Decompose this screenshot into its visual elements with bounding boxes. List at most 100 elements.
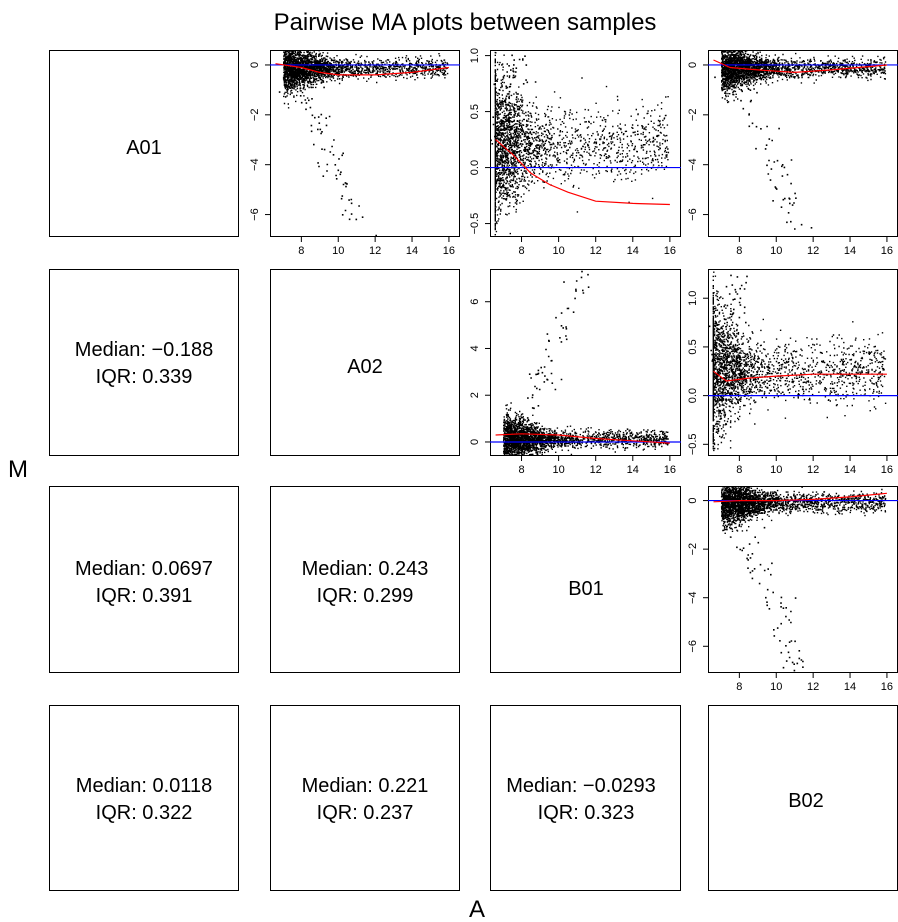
panel-frame-r2c2	[490, 486, 681, 673]
y-tick-label-r0c1-0: 0	[249, 62, 261, 68]
sample-label-b01: B01	[568, 578, 604, 600]
panel-frames	[49, 50, 898, 891]
y-tick-label-r1c3-0: 0.0	[687, 388, 699, 403]
x-tick-label-r1c2-14: 14	[627, 464, 639, 476]
stat-median-r2c1: Median: 0.243	[302, 558, 429, 580]
ma-panel-r2c3: 8 10 12 14 16 0 −2 −4 −6	[687, 486, 898, 693]
y-tick-label-r0c3--6: −6	[687, 208, 699, 221]
loess-curve-r0c2	[495, 139, 670, 206]
ma-panel-r0c2: 8 10 12 14 16 1.0 0.5 0.0 −0.5	[469, 48, 681, 257]
ma-panel-r0c1: 8 10 12 14 16 0 −2 −4 −6	[249, 50, 460, 257]
panel-frame-r3c2	[490, 705, 681, 891]
ma-panel-r1c3: 8 10 12 14 16 1.0 0.5 0.0 −0.5	[687, 271, 898, 476]
ma-points-r1c3	[708, 271, 887, 452]
y-tick-label-r0c2-1: 1.0	[469, 48, 481, 63]
sample-label-a01: A01	[126, 137, 162, 159]
stat-median-r1c0: Median: −0.188	[75, 339, 213, 361]
loess-curve-r2c3	[713, 492, 887, 503]
ma-points-r0c3	[714, 50, 887, 230]
x-tick-label-r0c1-8: 8	[298, 245, 304, 257]
x-tick-label-r2c3-10: 10	[770, 681, 782, 693]
sample-label-a02: A02	[347, 356, 383, 378]
panel-frame-r3c0	[49, 705, 239, 891]
y-tick-label-r0c1--2: −2	[249, 109, 261, 122]
stat-iqr-r2c1: IQR: 0.299	[317, 585, 414, 607]
panel-frame-r2c0	[49, 486, 239, 673]
x-tick-label-r1c3-14: 14	[844, 464, 856, 476]
x-tick-label-r0c2-8: 8	[518, 245, 524, 257]
panel-frame-r0c2	[490, 50, 681, 237]
x-tick-label-r0c3-14: 14	[844, 245, 856, 257]
x-tick-label-r0c2-16: 16	[664, 245, 676, 257]
loess-curve-r0c3	[713, 59, 887, 74]
stat-iqr-r3c2: IQR: 0.323	[538, 802, 635, 824]
y-tick-label-r1c3--0.5: −0.5	[687, 433, 699, 455]
x-tick-label-r1c3-10: 10	[770, 464, 782, 476]
y-tick-label-r0c2-0.5: 0.5	[469, 104, 481, 119]
y-tick-label-r1c3-0.5: 0.5	[687, 339, 699, 354]
y-tick-label-r2c3--2: −2	[687, 543, 699, 556]
y-tick-label-r1c2-0: 0	[469, 439, 481, 445]
x-tick-label-r0c1-12: 12	[369, 245, 381, 257]
y-tick-label-r2c3--6: −6	[687, 640, 699, 653]
x-tick-label-r1c2-8: 8	[518, 464, 524, 476]
y-tick-label-r0c3-0: 0	[687, 62, 699, 68]
stat-median-r3c1: Median: 0.221	[302, 775, 429, 797]
y-tick-label-r0c1--6: −6	[249, 208, 261, 221]
stat-median-r2c0: Median: 0.0697	[75, 558, 213, 580]
x-axis-label: A	[469, 896, 485, 922]
y-tick-label-r2c3--4: −4	[687, 591, 699, 604]
x-tick-label-r1c3-8: 8	[736, 464, 742, 476]
stat-median-r3c0: Median: 0.0118	[76, 775, 212, 797]
x-tick-label-r0c1-16: 16	[443, 245, 455, 257]
y-tick-label-r1c3-1: 1.0	[687, 291, 699, 306]
y-tick-label-r0c1--4: −4	[249, 158, 261, 171]
y-tick-label-r0c3--4: −4	[687, 158, 699, 171]
x-tick-label-r0c2-10: 10	[552, 245, 564, 257]
panel-frame-r2c1	[270, 486, 460, 673]
panel-frame-r0c1	[270, 50, 460, 237]
y-tick-label-r1c2-4: 4	[469, 345, 481, 351]
loess-curve-r1c3	[713, 370, 887, 382]
sample-label-b02: B02	[788, 790, 824, 812]
ma-panel-r0c3: 8 10 12 14 16 0 −2 −4 −6	[687, 50, 898, 257]
x-tick-label-r2c3-14: 14	[844, 681, 856, 693]
x-tick-label-r0c2-12: 12	[590, 245, 602, 257]
x-tick-label-r1c2-10: 10	[552, 464, 564, 476]
stat-iqr-r3c0: IQR: 0.322	[96, 802, 193, 824]
x-tick-label-r0c3-10: 10	[770, 245, 782, 257]
x-tick-label-r1c2-12: 12	[590, 464, 602, 476]
y-tick-label-r2c3-0: 0	[687, 498, 699, 504]
stat-iqr-r3c1: IQR: 0.237	[317, 802, 414, 824]
figure-title: Pairwise MA plots between samples	[274, 9, 657, 36]
x-tick-label-r0c1-10: 10	[332, 245, 344, 257]
panel-frame-r1c0	[49, 269, 239, 456]
ma-points-r0c1	[278, 50, 449, 237]
x-tick-label-r1c2-16: 16	[664, 464, 676, 476]
ma-panel-r1c2: 8 10 12 14 16 0 2 4 6	[469, 269, 681, 476]
ma-points-r1c2	[503, 269, 669, 456]
x-tick-label-r1c3-12: 12	[807, 464, 819, 476]
panel-frame-r1c2	[490, 269, 681, 456]
y-tick-label-r0c2-0: 0.0	[469, 160, 481, 175]
x-tick-label-r2c3-8: 8	[736, 681, 742, 693]
x-tick-label-r1c3-16: 16	[881, 464, 893, 476]
x-tick-label-r2c3-12: 12	[807, 681, 819, 693]
y-axis-label: M	[8, 456, 28, 483]
x-tick-label-r0c3-16: 16	[881, 245, 893, 257]
x-tick-label-r2c3-16: 16	[881, 681, 893, 693]
y-tick-label-r1c2-2: 2	[469, 392, 481, 398]
loess-curve-r1c2	[495, 433, 670, 444]
stat-median-r3c2: Median: −0.0293	[506, 775, 656, 797]
y-tick-label-r1c2-6: 6	[469, 299, 481, 305]
loess-curve-r0c1	[275, 63, 449, 76]
x-tick-label-r0c1-14: 14	[406, 245, 418, 257]
ma-points-r2c3	[720, 486, 887, 673]
x-tick-label-r0c3-12: 12	[807, 245, 819, 257]
y-tick-label-r0c3--2: −2	[687, 109, 699, 122]
ma-panels: 8 10 12 14 16 0 −2 −4 −6 8 10 12 14 16 1.0 0.5 0.0 −0.5 8 1…	[249, 48, 898, 693]
x-tick-label-r0c3-8: 8	[736, 245, 742, 257]
panel-frame-r0c0	[49, 50, 239, 237]
x-tick-label-r0c2-14: 14	[627, 245, 639, 257]
